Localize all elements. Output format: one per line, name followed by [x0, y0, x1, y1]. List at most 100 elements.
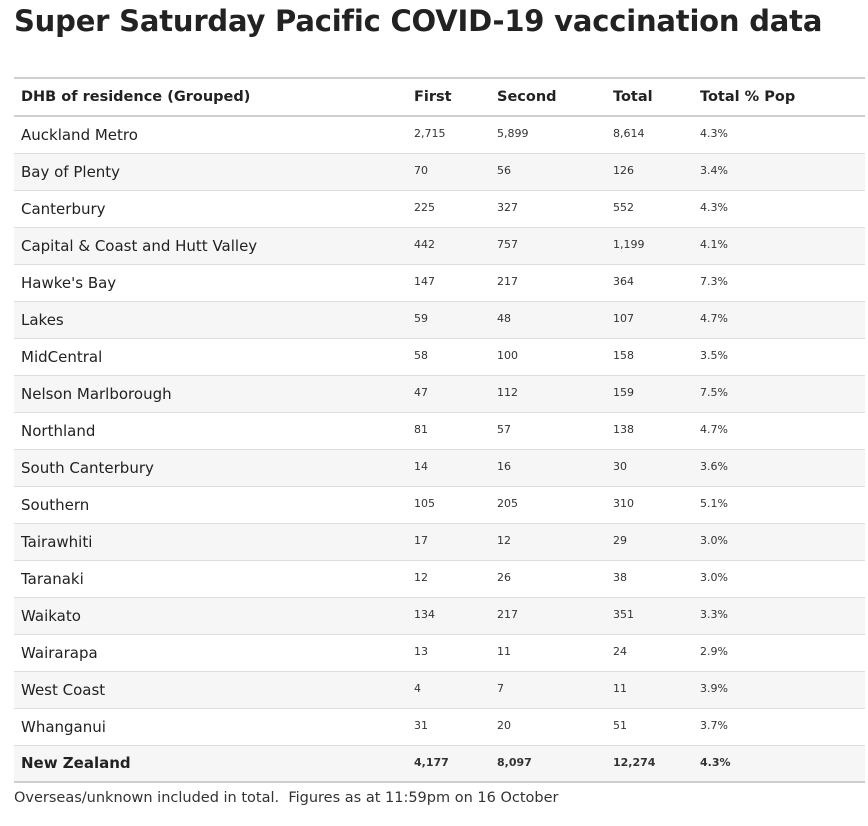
- cell-name: Capital & Coast and Hutt Valley: [21, 236, 258, 255]
- cell-name: Tairawhiti: [21, 532, 93, 551]
- cell-pct: 3.6%: [700, 459, 728, 473]
- cell-name: Wairarapa: [21, 643, 98, 662]
- cell-second: 56: [497, 163, 511, 177]
- cell-name: West Coast: [21, 680, 106, 699]
- total-row-name: New Zealand: [21, 754, 131, 773]
- cell-total: 38: [613, 570, 627, 584]
- cell-total: 364: [613, 274, 634, 288]
- table-row: West Coast 4 7 11 3.9%: [14, 671, 865, 708]
- cell-pct: 7.5%: [700, 385, 728, 399]
- cell-second: 11: [497, 644, 511, 658]
- cell-first: 81: [414, 422, 428, 436]
- cell-name: Bay of Plenty: [21, 162, 121, 181]
- cell-pct: 3.5%: [700, 348, 728, 362]
- cell-name: Waikato: [21, 606, 81, 625]
- table-row: Canterbury 225 327 552 4.3%: [14, 190, 865, 227]
- column-header-total: Total: [613, 89, 653, 105]
- cell-first: 225: [414, 200, 435, 214]
- cell-pct: 3.3%: [700, 607, 728, 621]
- table-row: Hawke's Bay 147 217 364 7.3%: [14, 264, 865, 301]
- cell-pct: 2.9%: [700, 644, 728, 658]
- cell-total: 11: [613, 681, 627, 695]
- column-header-second: Second: [497, 89, 557, 105]
- cell-pct: 3.4%: [700, 163, 728, 177]
- table-row: MidCentral 58 100 158 3.5%: [14, 338, 865, 375]
- cell-total: 159: [613, 385, 634, 399]
- cell-pct: 4.3%: [700, 200, 728, 214]
- vaccination-table-container: DHB of residence (Grouped) First Second …: [14, 77, 865, 783]
- cell-name: Taranaki: [21, 569, 84, 588]
- table-row: Northland 81 57 138 4.7%: [14, 412, 865, 449]
- table-row: Auckland Metro 2,715 5,899 8,614 4.3%: [14, 116, 865, 153]
- table-row: South Canterbury 14 16 30 3.6%: [14, 449, 865, 486]
- cell-name: Nelson Marlborough: [21, 384, 172, 403]
- cell-name: Hawke's Bay: [21, 273, 117, 292]
- table-row: Waikato 134 217 351 3.3%: [14, 597, 865, 634]
- vaccination-table: DHB of residence (Grouped) First Second …: [14, 77, 865, 783]
- cell-total: 24: [613, 644, 627, 658]
- table-row: Whanganui 31 20 51 3.7%: [14, 708, 865, 745]
- cell-first: 105: [414, 496, 435, 510]
- cell-name: Lakes: [21, 310, 64, 329]
- cell-first: 134: [414, 607, 435, 621]
- cell-name: Northland: [21, 421, 96, 440]
- table-row: Southern 105 205 310 5.1%: [14, 486, 865, 523]
- cell-name: Whanganui: [21, 717, 106, 736]
- cell-name: South Canterbury: [21, 458, 154, 477]
- cell-pct: 3.7%: [700, 718, 728, 732]
- total-row-second: 8,097: [497, 755, 532, 769]
- cell-first: 17: [414, 533, 428, 547]
- cell-pct: 4.3%: [700, 127, 728, 140]
- cell-first: 442: [414, 237, 435, 251]
- cell-second: 327: [497, 200, 518, 214]
- cell-second: 20: [497, 718, 511, 732]
- cell-pct: 7.3%: [700, 274, 728, 288]
- cell-second: 5,899: [497, 127, 529, 140]
- cell-total: 29: [613, 533, 627, 547]
- cell-first: 59: [414, 311, 428, 325]
- cell-first: 4: [414, 681, 421, 695]
- cell-total: 8,614: [613, 127, 645, 140]
- cell-pct: 4.1%: [700, 237, 728, 251]
- table-body: Auckland Metro 2,715 5,899 8,614 4.3% Bay of …: [14, 116, 865, 782]
- cell-second: 112: [497, 385, 518, 399]
- cell-pct: 3.0%: [700, 570, 728, 584]
- cell-total: 138: [613, 422, 634, 436]
- cell-second: 217: [497, 274, 518, 288]
- cell-total: 1,199: [613, 237, 645, 251]
- table-header: DHB of residence (Grouped) First Second …: [14, 78, 865, 116]
- table-row: Lakes 59 48 107 4.7%: [14, 301, 865, 338]
- cell-pct: 4.7%: [700, 311, 728, 325]
- cell-total: 126: [613, 163, 634, 177]
- table-row: Capital & Coast and Hutt Valley 442 757 1,1…: [14, 227, 865, 264]
- cell-pct: 4.7%: [700, 422, 728, 436]
- cell-first: 14: [414, 459, 428, 473]
- cell-first: 70: [414, 163, 428, 177]
- cell-second: 16: [497, 459, 511, 473]
- header-row: DHB of residence (Grouped) First Second …: [14, 78, 865, 116]
- cell-total: 351: [613, 607, 634, 621]
- cell-second: 757: [497, 237, 518, 251]
- table-row: Tairawhiti 17 12 29 3.0%: [14, 523, 865, 560]
- cell-second: 7: [497, 681, 504, 695]
- column-header-first: First: [414, 89, 452, 105]
- cell-total: 30: [613, 459, 627, 473]
- table-row: Taranaki 12 26 38 3.0%: [14, 560, 865, 597]
- cell-pct: 5.1%: [700, 496, 728, 510]
- total-row-first: 4,177: [414, 755, 449, 769]
- cell-second: 205: [497, 496, 518, 510]
- cell-first: 47: [414, 385, 428, 399]
- cell-pct: 3.9%: [700, 681, 728, 695]
- cell-second: 26: [497, 570, 511, 584]
- page-title: Super Saturday Pacific COVID-19 vaccinat…: [14, 4, 823, 38]
- cell-second: 48: [497, 311, 511, 325]
- cell-first: 147: [414, 274, 435, 288]
- total-row-total: 12,274: [613, 755, 656, 769]
- cell-first: 12: [414, 570, 428, 584]
- cell-second: 217: [497, 607, 518, 621]
- cell-name: Canterbury: [21, 199, 106, 218]
- cell-first: 58: [414, 348, 428, 362]
- cell-second: 12: [497, 533, 511, 547]
- cell-name: Auckland Metro: [21, 125, 138, 144]
